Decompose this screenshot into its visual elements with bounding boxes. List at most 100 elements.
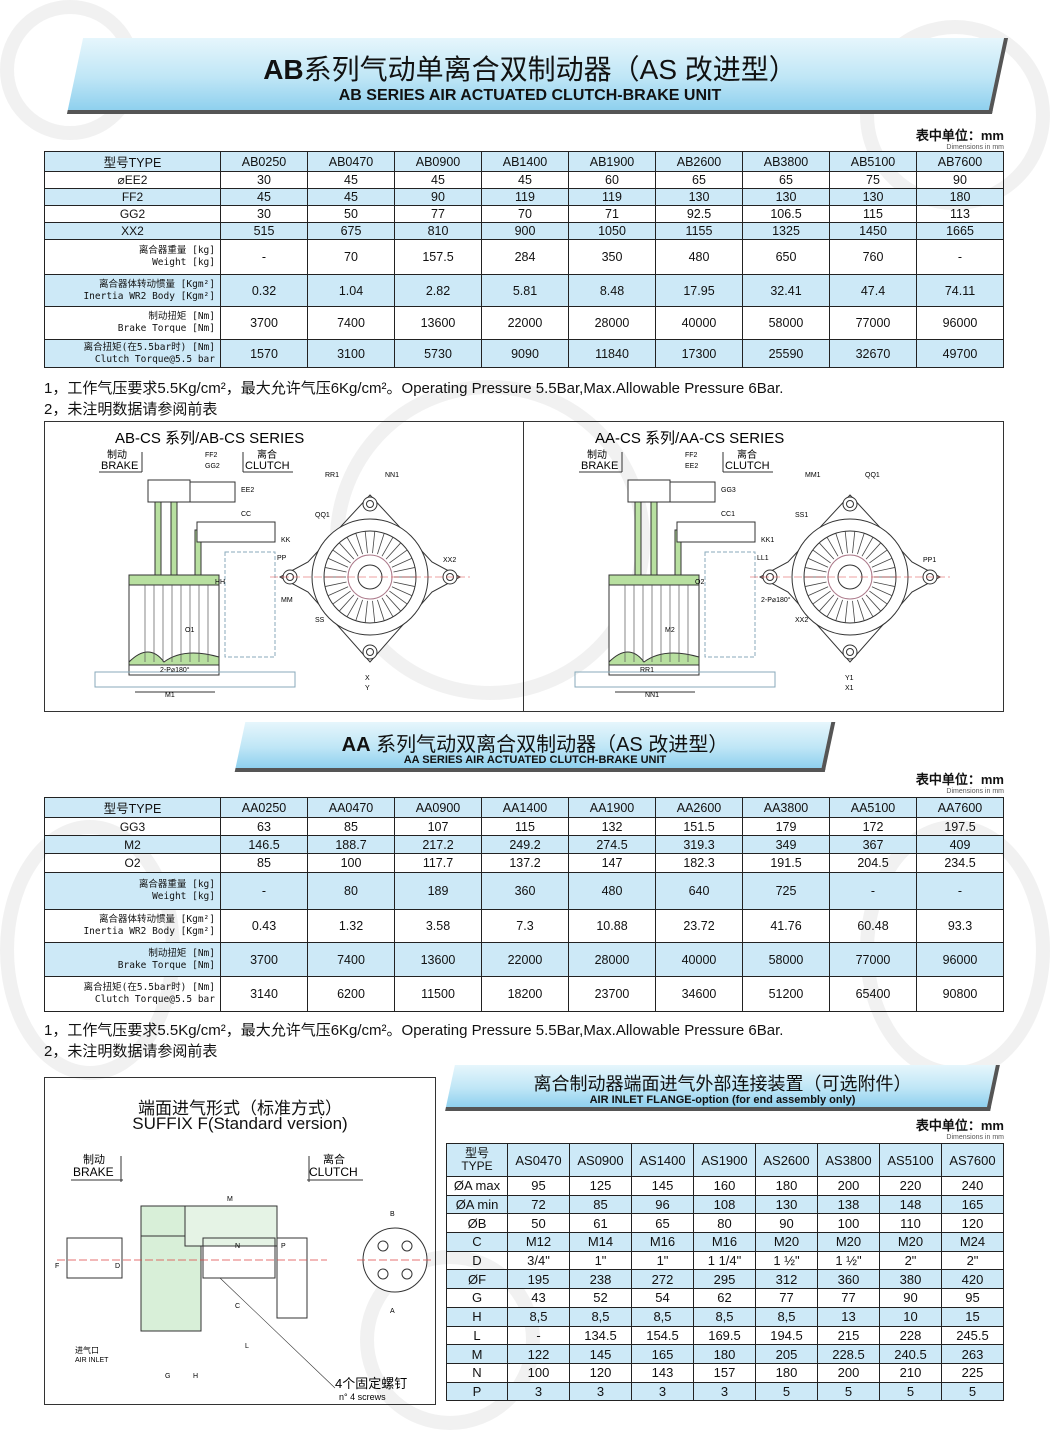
clutch-label-en: CLUTCH <box>309 1165 358 1179</box>
table-cell: 74.11 <box>916 274 1004 307</box>
row-label: GG3 <box>44 817 221 836</box>
table-cell: 675 <box>307 222 395 240</box>
table-cell: 349 <box>742 835 830 854</box>
table-cell: M20 <box>879 1232 942 1252</box>
table-cell: 32.41 <box>742 274 830 307</box>
table-cell: 197.5 <box>916 817 1004 836</box>
table-cell: - <box>916 239 1004 275</box>
table-cell: 650 <box>742 239 830 275</box>
brake-label-en: BRAKE <box>581 460 618 472</box>
row-label: 离合器体转动惯量 [Kgm²] Inertia WR2 Body [Kgm²] <box>44 909 221 943</box>
screws-label-cn: 4个固定螺钉 <box>335 1376 407 1391</box>
dimension-label: P <box>281 1243 286 1250</box>
cs-series-drawings: AB-CS 系列/AB-CS SERIES 制动 BRAKE 离合 CLUTCH FF2 G… <box>44 421 1004 712</box>
table-cell: 240.5 <box>879 1344 942 1364</box>
table-cell: 65400 <box>829 976 917 1012</box>
table-cell: 180 <box>755 1176 818 1196</box>
column-header: AA0470 <box>307 797 395 818</box>
table-cell: 188.7 <box>307 835 395 854</box>
table-cell: 110 <box>879 1213 942 1234</box>
row-label-cn: 离合器体转动惯量 [Kgm²] <box>98 914 215 925</box>
table-cell: 45 <box>307 171 395 189</box>
row-label: C <box>446 1232 508 1252</box>
table-cell: 1.32 <box>307 909 395 943</box>
table-cell: 409 <box>916 835 1004 854</box>
table-cell: 22000 <box>481 942 569 977</box>
table-cell: 0.32 <box>220 274 308 307</box>
clutch-label-cn: 离合 <box>257 448 277 461</box>
dimension-label: XX2 <box>795 617 808 624</box>
table-cell: 157 <box>693 1362 756 1383</box>
table-cell: 11840 <box>568 339 656 368</box>
table-cell: 234.5 <box>916 853 1004 873</box>
table-cell: 90 <box>879 1288 942 1308</box>
table-cell: 3100 <box>307 339 395 368</box>
table-row: O2 85 100 117.7 137.2 147 182.3 191.5 204.5 234.5 <box>44 853 1004 873</box>
column-header: AA0250 <box>220 797 308 818</box>
table-cell: 65 <box>742 171 830 189</box>
table-cell: 760 <box>829 239 917 275</box>
row-label-cn: 制动扭矩 [Nm] <box>148 311 215 322</box>
table-header-row: 型号TYPE AA0250 AA0470 AA0900 AA1400 AA1900 AA26… <box>44 797 1004 818</box>
table-cell: 95 <box>507 1176 570 1196</box>
table-cell: 165 <box>941 1194 1004 1215</box>
table-cell: 58000 <box>742 306 830 340</box>
table-row: 离合器重量 [kg] Weight [kg] -70 157.5 284 350 480 65… <box>44 239 1004 275</box>
row-label: M2 <box>44 835 221 854</box>
suffix-f-drawing-box: 端面进气形式（标准方式） SUFFIX F(Standard version) … <box>44 1077 436 1405</box>
column-header: AS5100 <box>879 1143 942 1177</box>
dimension-label: GG2 <box>205 463 220 470</box>
column-header: AA7600 <box>916 797 1004 818</box>
dimension-label: FF2 <box>685 452 698 459</box>
table-cell: 238 <box>569 1269 632 1290</box>
row-label-en: Inertia WR2 Body [Kgm²] <box>83 926 215 937</box>
table-cell: 3140 <box>220 976 308 1012</box>
row-label: L <box>446 1325 508 1346</box>
table-cell: 113 <box>916 205 1004 223</box>
table-cell: 7.3 <box>481 909 569 943</box>
table-cell: 10.88 <box>568 909 656 943</box>
aa-note-2: 2，未注明数据请参阅前表 <box>44 1043 218 1060</box>
as-title-en: AIR INLET FLANGE-option (for end assembl… <box>589 1094 856 1106</box>
table-cell: 360 <box>481 872 569 910</box>
table-cell: 145 <box>569 1344 632 1364</box>
table-cell: 63 <box>220 817 308 836</box>
table-cell: 75 <box>829 171 917 189</box>
table-cell: M12 <box>507 1232 570 1252</box>
table-cell: 147 <box>568 853 656 873</box>
table-cell: 205 <box>755 1344 818 1364</box>
row-label: ⌀EE2 <box>44 171 221 189</box>
table-cell: 25590 <box>742 339 830 368</box>
dimension-label: 2-P⌀180° <box>160 666 190 674</box>
row-label: 离合器体转动惯量 [Kgm²] Inertia WR2 Body [Kgm²] <box>44 274 221 307</box>
table-row: 离合扭矩(在5.5bar时) [Nm] Clutch Torque@5.5 bar… <box>44 339 1004 368</box>
table-cell: 480 <box>568 872 656 910</box>
table-row: 制动扭矩 [Nm] Brake Torque [Nm] 3700 7400 13600 2… <box>44 942 1004 977</box>
table-cell: 5 <box>941 1381 1004 1402</box>
table-cell: 182.3 <box>655 853 743 873</box>
table-cell: 200 <box>817 1362 880 1383</box>
table-cell: 195 <box>507 1269 570 1290</box>
aa-note-1: 1，工作气压要求5.5Kg/cm²，最大允许气压6Kg/cm²。Operatin… <box>44 1022 784 1039</box>
table-cell: 23.72 <box>655 909 743 943</box>
table-cell: 40000 <box>655 306 743 340</box>
column-header: AA0900 <box>394 797 482 818</box>
table-cell: 191.5 <box>742 853 830 873</box>
table-cell: 2" <box>941 1250 1004 1271</box>
row-label: 离合扭矩(在5.5bar时) [Nm] Clutch Torque@5.5 bar <box>44 976 221 1012</box>
table-cell: 77 <box>817 1288 880 1308</box>
table-cell: 50 <box>307 205 395 223</box>
table-cell: 180 <box>755 1362 818 1383</box>
table-cell: 295 <box>693 1269 756 1290</box>
table-cell: 13600 <box>394 306 482 340</box>
table-cell: - <box>220 239 308 275</box>
as-units: 表中单位：mm Dimensions in mm <box>916 1115 1004 1141</box>
type-header: 型号TYPE <box>44 797 221 818</box>
units-cn: 表中单位：mm <box>915 772 1004 787</box>
table-cell: 45 <box>481 171 569 189</box>
column-header: AS0900 <box>569 1143 632 1177</box>
table-row: ⌀EE2 30 45 45 45 60 65 65 75 90 <box>44 171 1004 189</box>
table-cell: 119 <box>481 188 569 206</box>
table-cell: 34600 <box>655 976 743 1012</box>
